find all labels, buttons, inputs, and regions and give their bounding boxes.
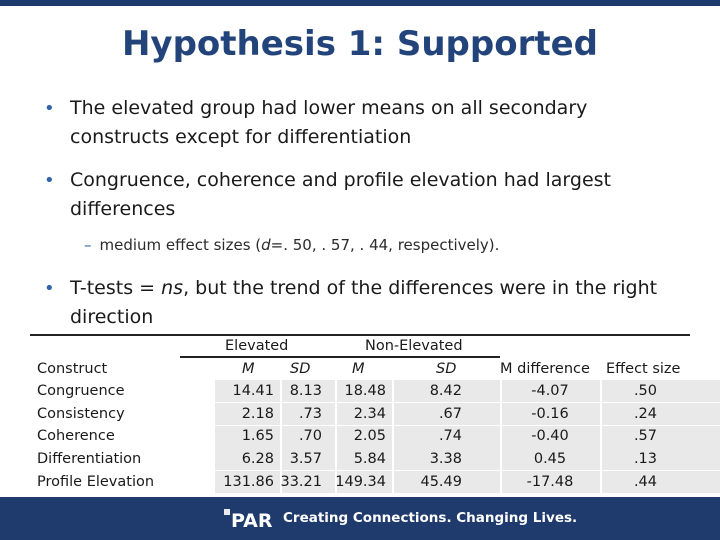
cell-sd-elevated: 33.21 bbox=[280, 474, 322, 490]
cell-sd-non-elevated: 45.49 bbox=[420, 474, 462, 490]
bullet-3-line-2: direction bbox=[70, 306, 154, 328]
cell-effect-size: .50 bbox=[633, 383, 657, 399]
group-header-rule bbox=[180, 356, 500, 358]
header-m-difference: M difference bbox=[500, 361, 590, 377]
cell-construct: Coherence bbox=[37, 428, 115, 444]
cell-m-non-elevated: 2.34 bbox=[353, 406, 386, 422]
cell-m-difference: -0.16 bbox=[531, 406, 569, 422]
column-separator bbox=[392, 380, 394, 493]
bullet-dot-icon: • bbox=[44, 278, 55, 299]
sub-bullet-post: =. 50, . 57, . 44, respectively). bbox=[270, 236, 500, 254]
bullet-1-line-2: constructs except for differentiation bbox=[70, 126, 412, 148]
header-sd-non-elevated: SD bbox=[436, 361, 457, 377]
cell-m-elevated: 1.65 bbox=[241, 428, 274, 444]
cell-sd-non-elevated: .74 bbox=[438, 428, 462, 444]
cell-effect-size: .13 bbox=[633, 451, 657, 467]
cell-m-difference: -17.48 bbox=[526, 474, 574, 490]
column-separator bbox=[280, 380, 282, 493]
bullet-3-line-1: T-tests = ns, but the trend of the diffe… bbox=[70, 274, 657, 303]
bullet-3-em: ns bbox=[161, 277, 184, 299]
table-top-rule bbox=[30, 334, 690, 336]
cell-construct: Consistency bbox=[37, 406, 125, 422]
cell-sd-elevated: 8.13 bbox=[289, 383, 322, 399]
slide-title: Hypothesis 1: Supported bbox=[121, 24, 599, 64]
bullet-1-line-1: The elevated group had lower means on al… bbox=[70, 97, 588, 119]
group-header-non-elevated: Non-Elevated bbox=[365, 338, 463, 354]
top-accent-bar bbox=[0, 0, 720, 6]
row-band bbox=[215, 448, 720, 470]
header-construct: Construct bbox=[37, 361, 108, 377]
cell-m-non-elevated: 5.84 bbox=[353, 451, 386, 467]
bullet-3-pre: T-tests = bbox=[70, 277, 162, 299]
cell-construct: Profile Elevation bbox=[37, 474, 155, 490]
results-table: Elevated Non-Elevated Construct M SD M S… bbox=[30, 334, 720, 494]
cell-m-elevated: 131.86 bbox=[223, 474, 274, 490]
cell-effect-size: .44 bbox=[633, 474, 657, 490]
column-separator bbox=[600, 380, 602, 493]
header-m-non-elevated: M bbox=[352, 361, 365, 377]
cell-m-difference: -0.40 bbox=[531, 428, 569, 444]
footer-tagline: Creating Connections. Changing Lives. bbox=[283, 510, 578, 526]
bullet-2-line-2: differences bbox=[70, 198, 176, 220]
svg-text:PAR: PAR bbox=[231, 510, 273, 532]
bullet-dot-icon: • bbox=[44, 170, 55, 191]
header-effect-size: Effect size bbox=[606, 361, 681, 377]
cell-sd-elevated: .70 bbox=[298, 428, 322, 444]
cell-m-elevated: 6.28 bbox=[241, 451, 274, 467]
cell-sd-non-elevated: .67 bbox=[438, 406, 462, 422]
footer-bar: PAR Creating Connections. Changing Lives… bbox=[0, 497, 720, 540]
column-separator bbox=[335, 380, 337, 493]
cell-m-elevated: 2.18 bbox=[241, 406, 274, 422]
cell-construct: Differentiation bbox=[37, 451, 142, 467]
cell-m-difference: 0.45 bbox=[533, 451, 567, 467]
cell-effect-size: .57 bbox=[633, 428, 657, 444]
row-band bbox=[215, 426, 720, 448]
header-sd-elevated: SD bbox=[290, 361, 311, 377]
row-band bbox=[215, 471, 720, 493]
cell-sd-non-elevated: 3.38 bbox=[429, 451, 462, 467]
cell-construct: Congruence bbox=[37, 383, 125, 399]
cell-sd-elevated: .73 bbox=[298, 406, 322, 422]
dash-icon: – bbox=[84, 236, 92, 254]
cell-m-elevated: 14.41 bbox=[232, 383, 274, 399]
cell-sd-elevated: 3.57 bbox=[289, 451, 322, 467]
row-band bbox=[215, 403, 720, 425]
par-logo: PAR bbox=[222, 506, 278, 532]
sub-bullet-em: d bbox=[261, 236, 271, 254]
bullet-dot-icon: • bbox=[44, 98, 55, 119]
header-m-elevated: M bbox=[242, 361, 255, 377]
sub-bullet: – medium effect sizes (d=. 50, . 57, . 44… bbox=[84, 236, 499, 254]
sub-bullet-pre: medium effect sizes ( bbox=[99, 236, 262, 254]
cell-effect-size: .24 bbox=[633, 406, 657, 422]
row-band bbox=[215, 380, 720, 402]
cell-m-non-elevated: 2.05 bbox=[353, 428, 386, 444]
column-separator bbox=[500, 380, 502, 493]
cell-sd-non-elevated: 8.42 bbox=[429, 383, 462, 399]
cell-m-difference: -4.07 bbox=[531, 383, 569, 399]
cell-m-non-elevated: 149.34 bbox=[335, 474, 386, 490]
group-header-elevated: Elevated bbox=[225, 338, 289, 354]
bullet-3-post: , but the trend of the differences were … bbox=[183, 277, 658, 299]
bullet-2-line-1: Congruence, coherence and profile elevat… bbox=[70, 169, 611, 191]
cell-m-non-elevated: 18.48 bbox=[344, 383, 386, 399]
